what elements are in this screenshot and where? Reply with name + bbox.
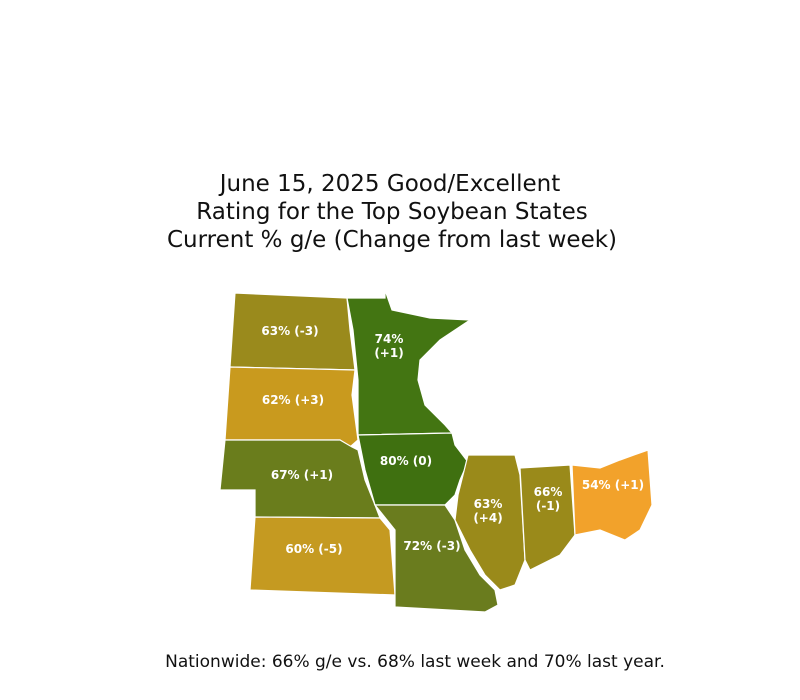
state-label: 62% (+3) bbox=[262, 393, 324, 407]
state bbox=[224, 366, 359, 448]
state-label: 60% (-5) bbox=[285, 542, 342, 556]
state-label: 80% (0) bbox=[380, 454, 432, 468]
state-label: 63% (-3) bbox=[261, 324, 318, 338]
state-label: 67% (+1) bbox=[271, 468, 333, 482]
state-label: 74% bbox=[375, 332, 404, 346]
state-label: 54% (+1) bbox=[582, 478, 644, 492]
title: June 15, 2025 Good/Excellent Rating for … bbox=[167, 171, 617, 253]
state bbox=[249, 516, 396, 596]
state-label: 66% bbox=[534, 485, 563, 499]
state bbox=[357, 432, 469, 506]
state-label: (-1) bbox=[536, 499, 560, 513]
state bbox=[454, 454, 526, 591]
state bbox=[373, 504, 499, 613]
footer: Nationwide: 66% g/e vs. 68% last week an… bbox=[165, 652, 665, 672]
title-line: Current % g/e (Change from last week) bbox=[167, 227, 617, 253]
state bbox=[229, 292, 356, 371]
state-label: 72% (-3) bbox=[403, 539, 460, 553]
state-label: 63% bbox=[474, 497, 503, 511]
state-label: (+1) bbox=[374, 346, 403, 360]
state bbox=[346, 289, 472, 436]
state bbox=[519, 464, 576, 571]
states: 63% (-3) 62% (+3) 74%(+1) 67% (+1) 80% (0) 60… bbox=[219, 289, 653, 613]
state bbox=[571, 449, 653, 541]
title-line: June 15, 2025 Good/Excellent bbox=[218, 171, 561, 197]
state-label: (+4) bbox=[473, 511, 502, 525]
title-line: Rating for the Top Soybean States bbox=[196, 199, 587, 225]
